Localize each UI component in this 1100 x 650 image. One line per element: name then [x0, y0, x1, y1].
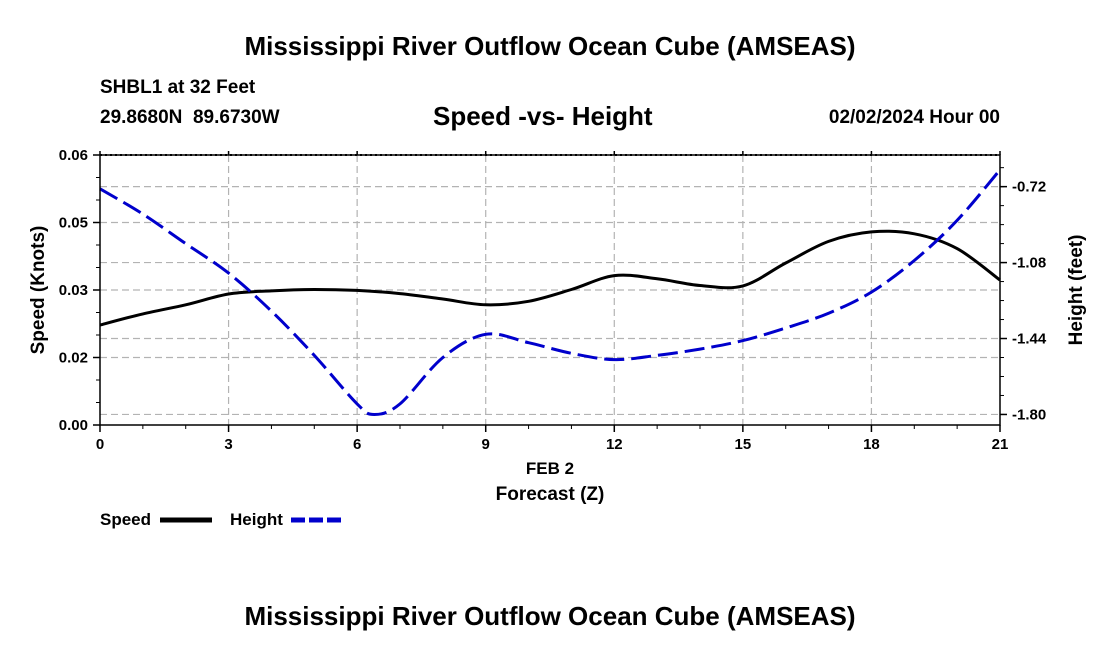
y-axis-title: Speed (Knots) — [28, 226, 49, 355]
forecast-datetime: 02/02/2024 Hour 00 — [828, 107, 1000, 128]
axis-labels: 0 3 6 9 12 15 18 21 0.00 0.02 0.03 0.05 0.06 -0.72 -1.… — [59, 147, 1047, 453]
y-tick-label: 0.03 — [59, 282, 88, 299]
x-axis-title: Forecast (Z) — [496, 484, 605, 505]
x-tick-label: 3 — [224, 436, 232, 453]
y-right-tick-label: -0.72 — [1012, 179, 1046, 196]
x-tick-label: 6 — [353, 436, 361, 453]
series-line-height — [99, 168, 1002, 416]
station-label: SHBL1 at 32 Feet — [100, 77, 256, 98]
y-tick-label: 0.02 — [59, 350, 88, 367]
series-line-speed — [99, 229, 1001, 327]
y-right-tick-label: -1.08 — [1012, 255, 1046, 272]
y-right-tick-label: -1.44 — [1012, 331, 1047, 348]
x-axis-date: FEB 2 — [526, 459, 574, 478]
legend-speed-label: Speed — [100, 510, 151, 529]
legend-height-label: Height — [230, 510, 283, 529]
grid-lines — [100, 155, 1000, 425]
x-tick-label: 9 — [482, 436, 490, 453]
x-tick-label: 18 — [863, 436, 880, 453]
y-tick-label: 0.05 — [59, 215, 88, 232]
y-tick-label: 0.06 — [59, 147, 88, 164]
x-tick-label: 15 — [735, 436, 752, 453]
series-lines — [99, 168, 1002, 416]
y-right-tick-label: -1.80 — [1012, 406, 1046, 423]
legend: Speed Height — [100, 510, 343, 529]
x-tick-label: 0 — [96, 436, 104, 453]
coordinates-label: 29.8680N 89.6730W — [100, 107, 280, 128]
x-tick-label: 12 — [606, 436, 623, 453]
footer-title: Mississippi River Outflow Ocean Cube (AM… — [244, 601, 856, 631]
chart-title: Speed -vs- Height — [433, 101, 653, 131]
y-right-axis-title: Height (feet) — [1066, 235, 1087, 346]
main-title: Mississippi River Outflow Ocean Cube (AM… — [244, 31, 856, 61]
x-tick-label: 21 — [992, 436, 1009, 453]
y-tick-label: 0.00 — [59, 417, 88, 434]
